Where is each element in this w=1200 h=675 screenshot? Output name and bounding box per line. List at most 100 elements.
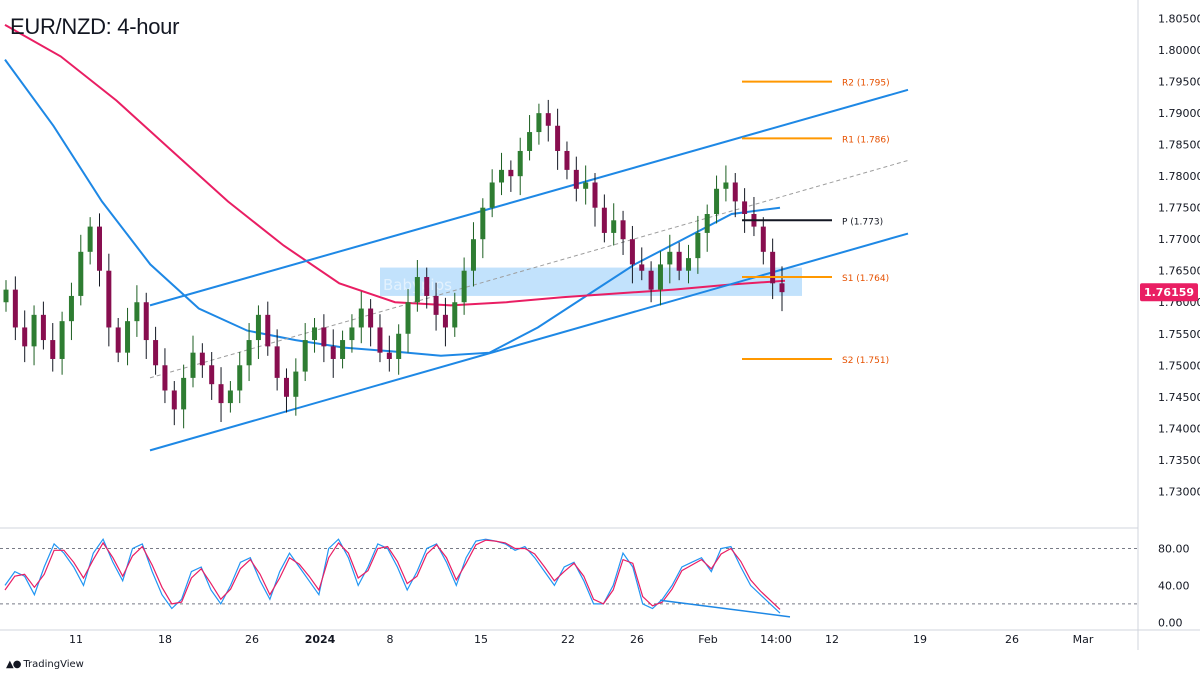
candle xyxy=(592,173,598,227)
candle xyxy=(218,367,224,422)
pivot-level-label: P (1.773) xyxy=(842,217,883,227)
candle-body xyxy=(536,113,542,133)
candle xyxy=(321,314,327,363)
candle-body xyxy=(3,289,9,303)
pivot-levels: R2 (1.795) R1 (1.786) P (1.773) S1 (1.764) S… xyxy=(742,79,890,366)
candle-body xyxy=(237,365,243,391)
candle-body xyxy=(770,251,776,284)
divergence-line xyxy=(659,599,791,618)
candle xyxy=(629,225,635,284)
candle-body xyxy=(50,340,56,359)
candle-body xyxy=(499,169,505,183)
candle xyxy=(358,291,364,344)
price-tick-label: 1.80500 xyxy=(1158,13,1200,26)
candle-body xyxy=(134,302,140,322)
candle xyxy=(405,289,411,353)
candle xyxy=(293,358,299,416)
candle xyxy=(106,253,112,347)
candle-body xyxy=(414,277,420,303)
candle xyxy=(760,217,766,265)
price-tick-label: 1.75000 xyxy=(1158,359,1200,372)
time-tick-label: 26 xyxy=(630,633,644,646)
candle xyxy=(190,335,196,388)
candle xyxy=(657,251,663,306)
brand-label: TradingView xyxy=(23,659,84,670)
candle xyxy=(779,266,785,312)
candle-body xyxy=(246,340,252,366)
price-tick-label: 1.79500 xyxy=(1158,76,1200,89)
candle-body xyxy=(442,314,448,328)
candle-body xyxy=(657,264,663,290)
candle-body xyxy=(162,365,168,391)
candle-body xyxy=(330,346,336,359)
oscillator-tick-label: 40.00 xyxy=(1158,579,1190,592)
candle xyxy=(143,292,149,359)
candle-body xyxy=(545,113,551,126)
candle xyxy=(704,204,710,252)
pivot-level-label: R1 (1.786) xyxy=(842,135,890,145)
time-tick-label: 12 xyxy=(825,633,839,646)
candle xyxy=(87,217,93,265)
candle xyxy=(732,173,738,218)
pivot-level-label: S1 (1.764) xyxy=(842,274,889,284)
candle xyxy=(349,314,355,353)
moving-average-line xyxy=(4,59,781,357)
channel-lower-line xyxy=(149,232,909,452)
price-tick-label: 1.78500 xyxy=(1158,139,1200,152)
time-tick-label: 22 xyxy=(561,633,575,646)
time-tick-label: 18 xyxy=(158,633,172,646)
support-zone-box xyxy=(380,267,802,296)
candle-body xyxy=(639,264,645,271)
stochastic-oscillator xyxy=(0,537,1138,618)
stoch-d-line xyxy=(4,539,781,610)
candle xyxy=(667,234,673,284)
channel-mid-line xyxy=(149,159,909,379)
candle xyxy=(695,215,701,274)
time-tick-label: Mar xyxy=(1073,633,1094,646)
candle xyxy=(283,368,289,413)
candle-body xyxy=(396,333,402,359)
candle xyxy=(723,165,729,202)
candle xyxy=(517,137,523,196)
time-tick-label: 26 xyxy=(1005,633,1019,646)
candle-body xyxy=(171,390,177,410)
candle-body xyxy=(12,289,18,328)
candle xyxy=(134,285,140,337)
candle-body xyxy=(59,321,65,359)
candle xyxy=(414,260,420,312)
candle-body xyxy=(274,346,280,378)
channel-upper-line xyxy=(149,88,909,307)
candle xyxy=(78,234,84,306)
candle-body xyxy=(143,302,149,341)
candle xyxy=(171,381,177,426)
candle xyxy=(639,247,645,281)
candle xyxy=(22,310,28,363)
candle-body xyxy=(377,327,383,353)
candle-body xyxy=(480,207,486,240)
candle-body xyxy=(686,258,692,271)
candle-body xyxy=(779,283,785,293)
candle xyxy=(545,99,551,142)
candle-body xyxy=(732,182,738,202)
candle-body xyxy=(153,340,159,366)
candle xyxy=(508,160,514,192)
candle-body xyxy=(40,314,46,341)
candle xyxy=(770,238,776,300)
candle-body xyxy=(106,270,112,328)
candle-body xyxy=(620,220,626,240)
moving-averages xyxy=(4,24,786,357)
price-tick-label: 1.78000 xyxy=(1158,170,1200,183)
time-tick-label: 26 xyxy=(245,633,259,646)
candle-body xyxy=(601,207,607,233)
candle-body xyxy=(78,251,84,296)
brand[interactable]: ▲● TradingView xyxy=(6,659,84,670)
candle-body xyxy=(181,377,187,410)
candle-body xyxy=(199,352,205,366)
price-tick-label: 1.73500 xyxy=(1158,454,1200,467)
candle xyxy=(31,305,37,366)
candle xyxy=(489,169,495,218)
candle xyxy=(527,115,533,161)
candle xyxy=(573,156,579,202)
candle xyxy=(555,108,561,170)
